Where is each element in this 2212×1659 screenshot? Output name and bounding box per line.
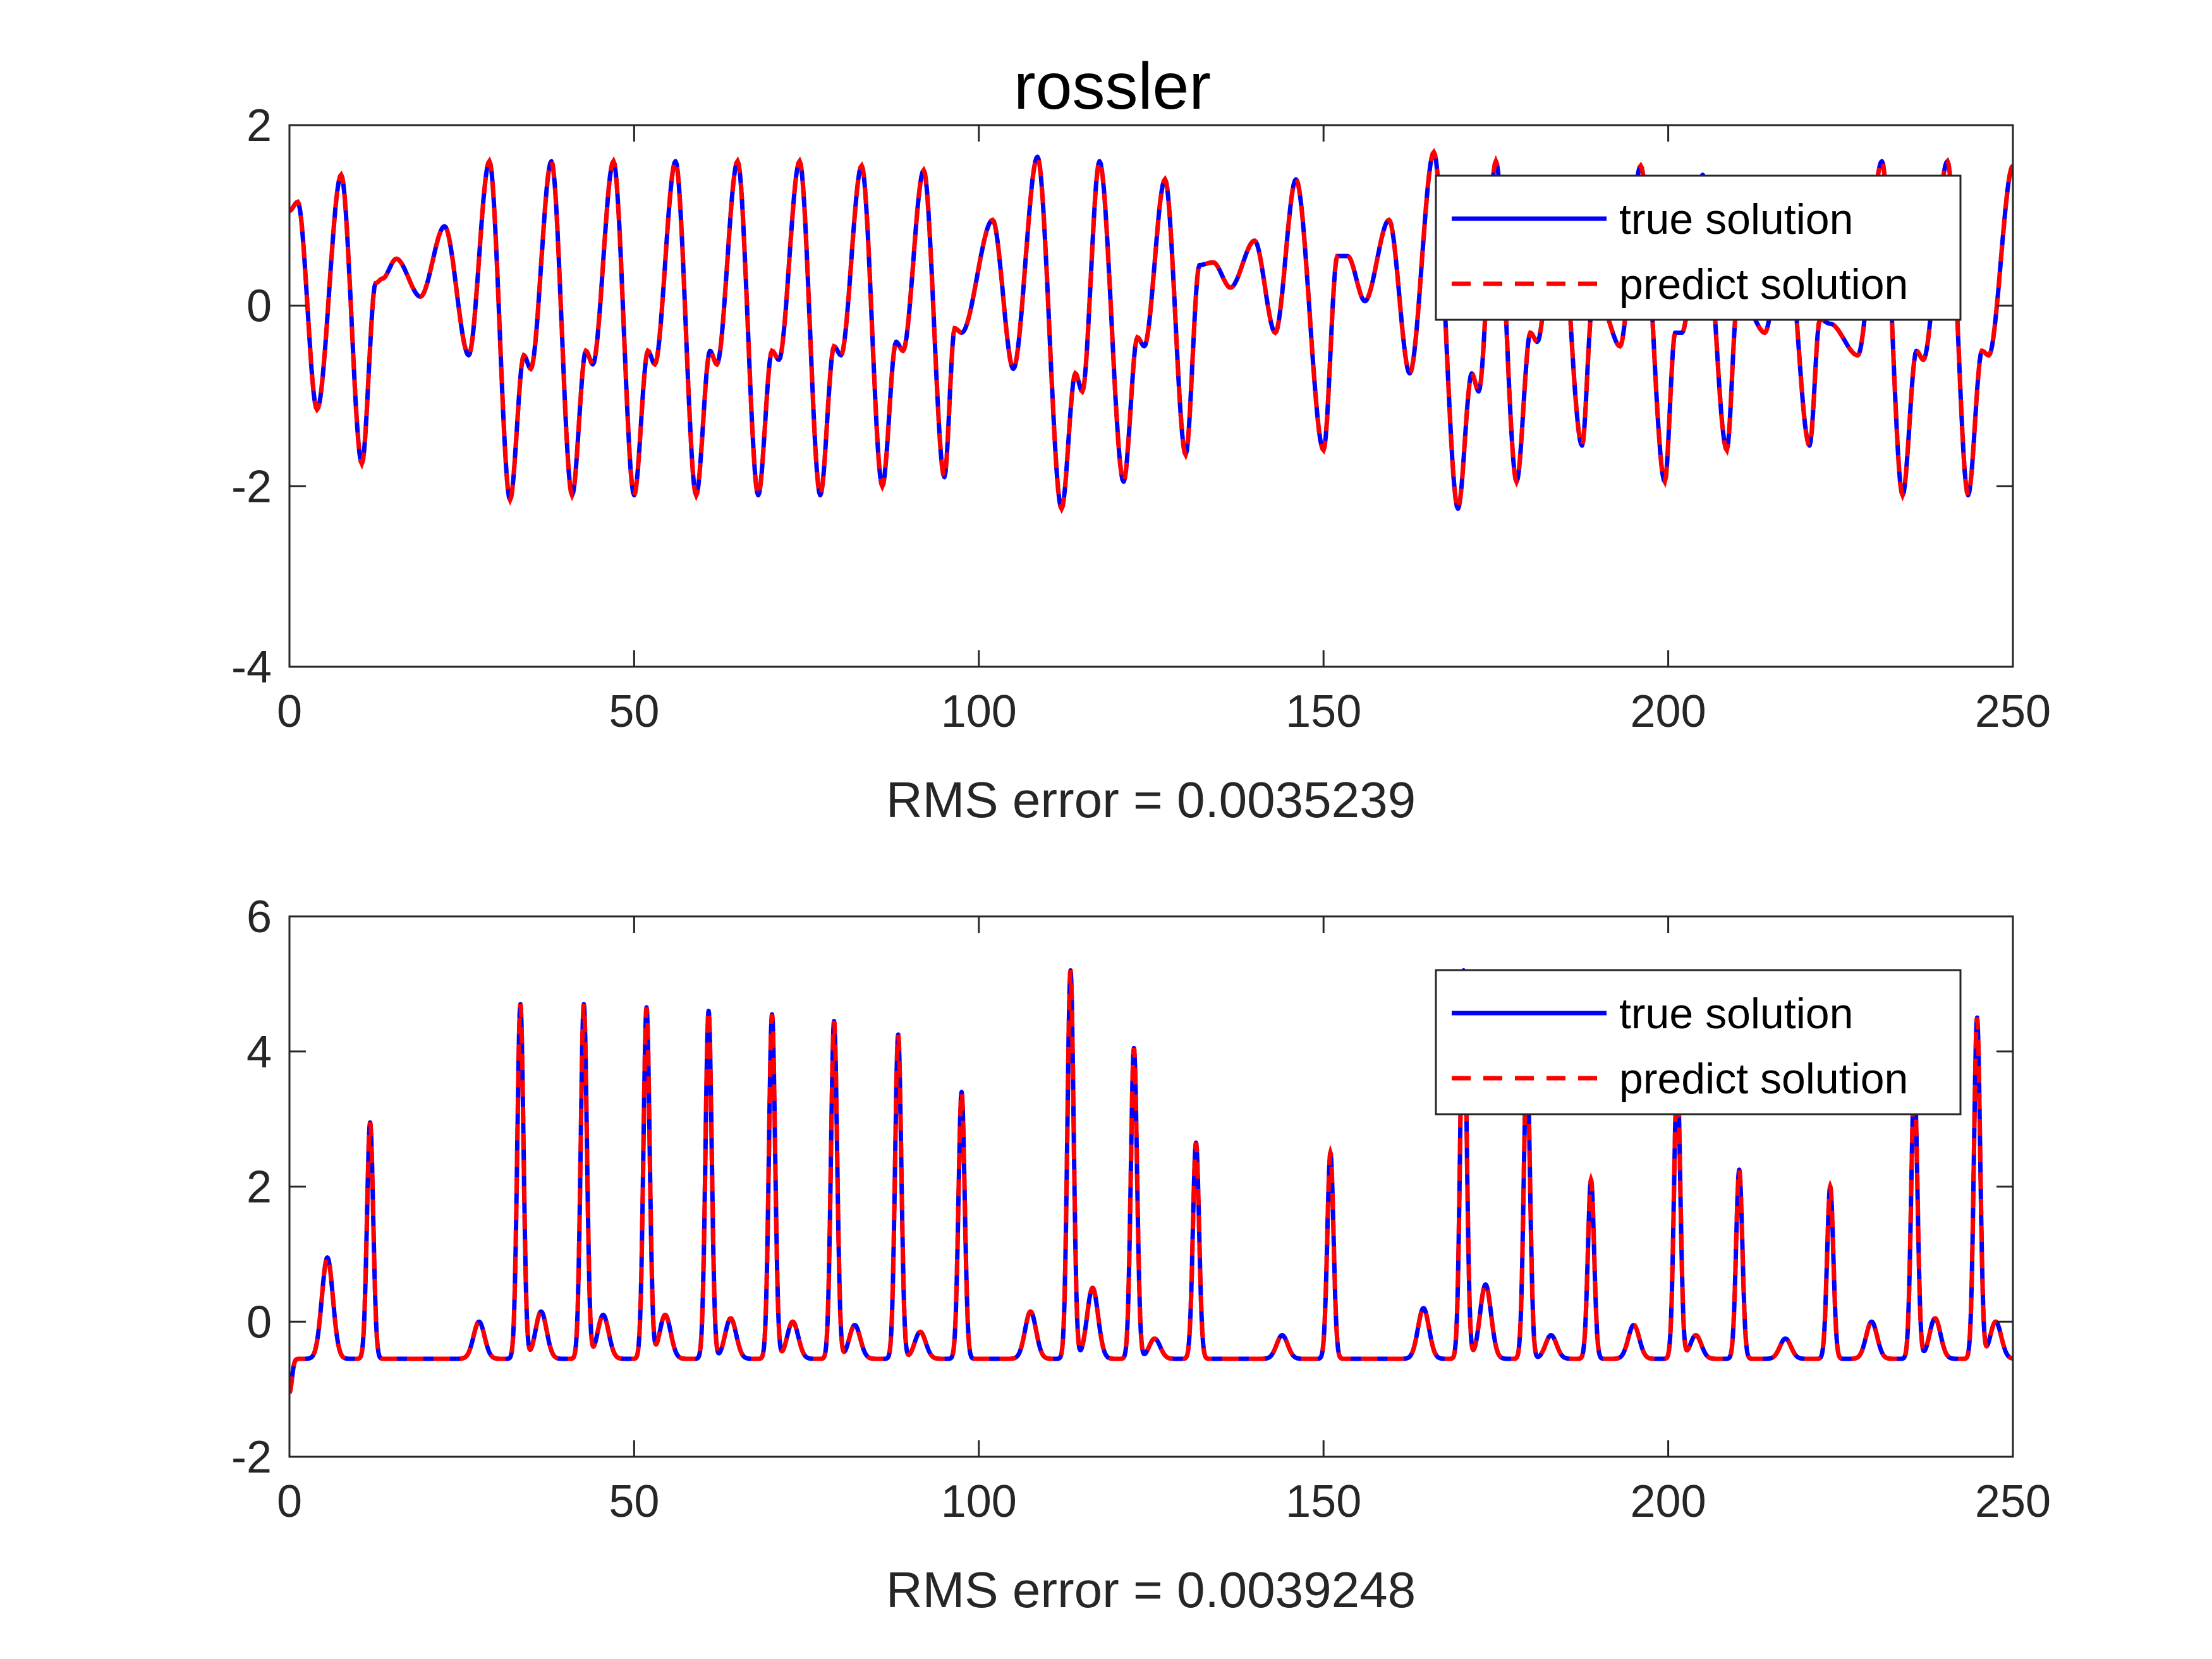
- bottom-x-axis-label: RMS error = 0.0039248: [886, 1562, 1416, 1618]
- top-plot-frame: [288, 124, 2014, 668]
- x-tick-label: 100: [941, 686, 1017, 737]
- y-tick-label: 2: [246, 1162, 272, 1213]
- y-tick-label: -4: [231, 642, 272, 693]
- legend-label: predict solution: [1619, 260, 1908, 308]
- y-tick-label: 2: [246, 100, 272, 151]
- top-x-axis-label: RMS error = 0.0035239: [886, 772, 1416, 828]
- legend-box: [1435, 969, 1962, 1115]
- legend-label: predict solution: [1619, 1055, 1908, 1103]
- legend-label: true solution: [1619, 990, 1853, 1038]
- x-tick-label: 250: [1975, 1476, 2051, 1527]
- x-tick-label: 150: [1285, 686, 1361, 737]
- y-tick-label: 0: [246, 281, 272, 332]
- x-tick-label: 200: [1631, 1476, 1706, 1527]
- top-ticks: 0 50 100 150 200 250 -4 -2 0 2: [231, 100, 2051, 737]
- bottom-legend: true solution predict solution: [1435, 969, 1962, 1115]
- x-tick-label: 100: [941, 1476, 1017, 1527]
- legend-box: [1435, 174, 1962, 321]
- x-tick-label: 150: [1285, 1476, 1361, 1527]
- top-axes: rossler 0 50 100 150 200 250 -4 -2 0 2 RMS error …: [231, 50, 2051, 828]
- top-legend: true solution predict solution: [1435, 174, 1962, 321]
- x-tick-label: 50: [609, 686, 659, 737]
- y-tick-label: 6: [246, 892, 272, 942]
- y-tick-label: -2: [231, 1432, 272, 1483]
- x-tick-label: 50: [609, 1476, 659, 1527]
- y-tick-label: 0: [246, 1297, 272, 1347]
- y-tick-label: 4: [246, 1027, 272, 1078]
- series-line-predict-solution: [289, 148, 2013, 514]
- x-tick-label: 0: [277, 686, 302, 737]
- x-tick-label: 200: [1631, 686, 1706, 737]
- x-tick-label: 0: [277, 1476, 302, 1527]
- top-curves: [289, 148, 2013, 514]
- series-line-predict-solution: [289, 969, 2013, 1394]
- bottom-curves: [289, 968, 2013, 1395]
- legend-label: true solution: [1619, 195, 1853, 243]
- y-tick-label: -2: [231, 461, 272, 512]
- chart-title: rossler: [1014, 50, 1211, 123]
- x-tick-label: 250: [1975, 686, 2051, 737]
